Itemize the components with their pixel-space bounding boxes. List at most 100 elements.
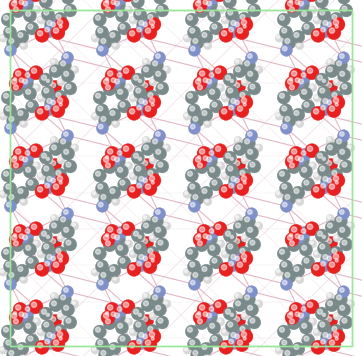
Circle shape xyxy=(228,88,233,93)
Circle shape xyxy=(333,98,338,103)
Circle shape xyxy=(58,215,71,228)
Circle shape xyxy=(234,292,242,300)
Circle shape xyxy=(0,192,4,194)
Circle shape xyxy=(98,46,103,51)
Circle shape xyxy=(301,229,306,233)
Circle shape xyxy=(348,301,351,304)
Circle shape xyxy=(292,30,305,43)
Circle shape xyxy=(292,342,305,355)
Circle shape xyxy=(299,235,303,240)
Circle shape xyxy=(242,102,250,110)
Circle shape xyxy=(121,300,135,314)
Circle shape xyxy=(337,0,350,4)
Circle shape xyxy=(275,34,283,42)
Circle shape xyxy=(93,192,96,194)
Circle shape xyxy=(42,153,46,158)
Circle shape xyxy=(64,227,69,232)
Circle shape xyxy=(203,312,208,316)
Circle shape xyxy=(212,258,217,263)
Circle shape xyxy=(331,329,345,344)
Circle shape xyxy=(189,200,201,212)
Circle shape xyxy=(348,145,351,148)
Circle shape xyxy=(115,165,129,178)
Circle shape xyxy=(245,52,258,64)
Circle shape xyxy=(296,120,304,128)
Circle shape xyxy=(17,0,29,10)
Circle shape xyxy=(218,7,221,10)
Circle shape xyxy=(17,154,29,166)
Circle shape xyxy=(226,8,239,21)
Circle shape xyxy=(245,303,258,316)
Circle shape xyxy=(197,224,211,239)
Circle shape xyxy=(320,88,325,93)
Circle shape xyxy=(229,18,242,31)
Circle shape xyxy=(335,259,338,262)
Circle shape xyxy=(277,91,290,104)
Circle shape xyxy=(101,232,115,247)
Circle shape xyxy=(337,139,341,144)
Circle shape xyxy=(11,317,24,330)
Circle shape xyxy=(191,36,204,49)
Circle shape xyxy=(222,109,227,114)
Circle shape xyxy=(340,4,353,17)
Circle shape xyxy=(34,85,37,88)
Circle shape xyxy=(58,235,62,239)
Circle shape xyxy=(245,286,258,298)
Circle shape xyxy=(38,17,42,21)
Circle shape xyxy=(334,23,342,32)
Circle shape xyxy=(44,322,49,327)
Circle shape xyxy=(117,307,122,311)
Circle shape xyxy=(199,71,205,76)
Circle shape xyxy=(21,121,24,124)
Circle shape xyxy=(291,71,297,76)
Circle shape xyxy=(101,38,106,43)
Circle shape xyxy=(146,246,159,259)
Circle shape xyxy=(230,79,233,82)
Circle shape xyxy=(307,68,313,73)
Circle shape xyxy=(49,20,61,32)
Circle shape xyxy=(57,234,65,242)
Circle shape xyxy=(127,262,141,276)
Circle shape xyxy=(58,157,62,161)
Circle shape xyxy=(152,217,157,222)
Circle shape xyxy=(164,145,167,148)
Circle shape xyxy=(13,0,27,4)
Circle shape xyxy=(20,77,33,90)
Circle shape xyxy=(147,251,161,266)
Circle shape xyxy=(42,309,46,314)
Circle shape xyxy=(96,200,109,212)
Circle shape xyxy=(118,167,123,172)
Circle shape xyxy=(195,235,201,240)
Circle shape xyxy=(163,66,171,74)
Circle shape xyxy=(104,235,109,240)
Circle shape xyxy=(129,343,135,348)
Circle shape xyxy=(215,146,221,151)
Circle shape xyxy=(6,184,11,189)
Circle shape xyxy=(125,240,133,248)
Circle shape xyxy=(330,12,343,25)
Circle shape xyxy=(137,78,145,86)
Circle shape xyxy=(137,312,145,320)
Circle shape xyxy=(315,251,317,255)
Circle shape xyxy=(207,313,211,318)
Circle shape xyxy=(223,0,236,8)
Circle shape xyxy=(233,299,246,312)
Circle shape xyxy=(156,4,169,17)
Circle shape xyxy=(210,167,215,172)
Circle shape xyxy=(327,239,332,244)
Circle shape xyxy=(105,0,119,4)
Circle shape xyxy=(64,71,69,76)
Circle shape xyxy=(16,305,21,310)
Circle shape xyxy=(321,261,325,266)
Circle shape xyxy=(235,100,240,105)
Circle shape xyxy=(114,235,119,240)
Circle shape xyxy=(66,6,71,11)
Circle shape xyxy=(13,146,27,161)
Circle shape xyxy=(325,221,338,234)
Circle shape xyxy=(62,52,73,64)
Circle shape xyxy=(71,300,79,308)
Circle shape xyxy=(104,79,109,84)
Circle shape xyxy=(313,31,319,36)
Circle shape xyxy=(28,102,33,107)
Circle shape xyxy=(188,93,193,98)
